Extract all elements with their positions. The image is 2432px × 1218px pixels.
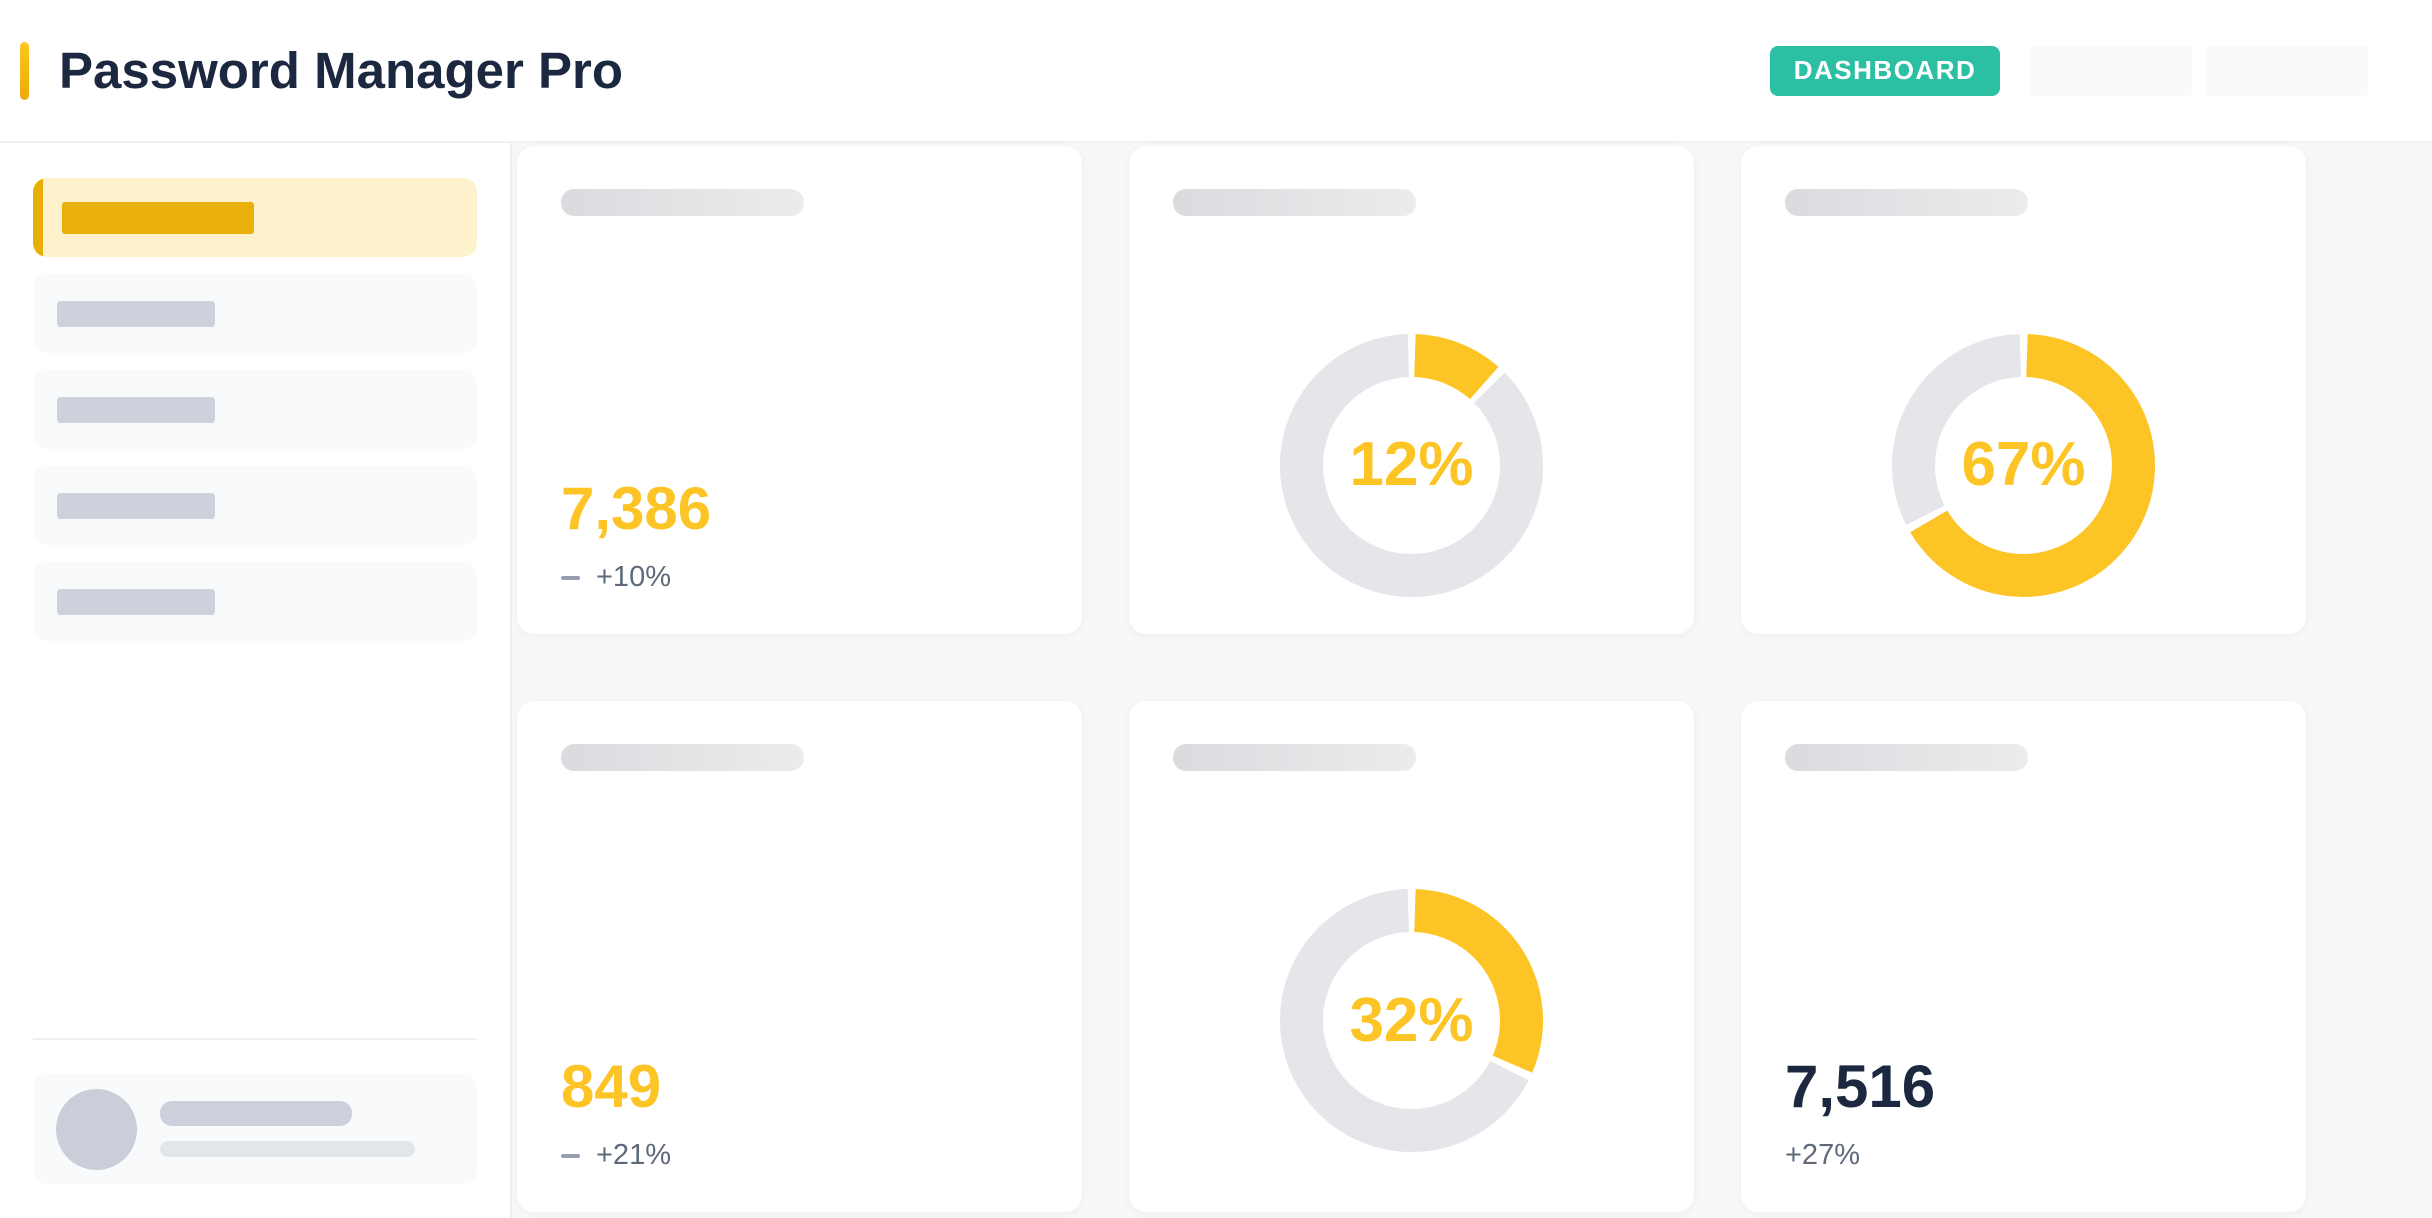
stat-card-dark: 7,516 +27% [1740,700,2307,1213]
profile-subtitle-skeleton [160,1141,415,1157]
trend-row: +21% [561,1139,1038,1172]
sidebar-item-skeleton [57,492,215,519]
card-title-skeleton [561,744,805,771]
stat-value: 849 [561,1053,662,1120]
sidebar-item-active[interactable] [33,178,477,257]
card-title-skeleton [1173,744,1417,771]
donut-percent-label: 67% [1961,429,2086,499]
donut-percent-label: 12% [1349,429,1474,499]
card-title-skeleton [1785,189,2029,216]
main-content: 7,386 +10% 12% 67% [512,143,2432,1218]
donut-chart: 12% [1280,334,1543,597]
sidebar-item-3[interactable] [33,370,477,449]
card-title-skeleton [561,189,805,216]
sidebar-divider [33,1038,477,1040]
active-indicator [33,178,43,257]
sidebar-item-2[interactable] [33,274,477,353]
trend-flat-icon [561,575,580,580]
donut-chart: 32% [1280,889,1543,1152]
sidebar-item-skeleton [57,588,215,615]
card-title-skeleton [1785,744,2029,771]
user-profile-card[interactable] [33,1074,477,1184]
dashboard-button[interactable]: DASHBOARD [1770,45,2000,96]
app-title: Password Manager Pro [59,42,624,99]
trend-text: +10% [596,561,671,593]
app-header: Password Manager Pro DASHBOARD [0,0,2432,143]
sidebar-item-4[interactable] [33,466,477,545]
stat-value: 7,386 [561,475,712,542]
trend-text: +21% [596,1139,671,1171]
profile-text-skeleton [160,1101,415,1157]
card-title-skeleton [1173,189,1417,216]
sidebar-item-skeleton [57,396,215,423]
donut-chart: 67% [1892,334,2155,597]
profile-name-skeleton [160,1101,352,1126]
stat-value: 7,516 [1785,1053,1936,1120]
trend-row: +27% [1785,1139,2262,1172]
nav-placeholder-2[interactable] [2206,45,2368,96]
nav-placeholder-1[interactable] [2030,45,2192,96]
trend-row: +10% [561,561,1038,594]
sidebar-item-skeleton [62,201,254,234]
stat-card-total: 7,386 +10% [516,145,1083,635]
stats-grid: 7,386 +10% 12% 67% [516,145,2432,1213]
sidebar-spacer [33,658,477,1038]
trend-text: +27% [1785,1139,1860,1171]
donut-card-3: 32% [1128,700,1695,1213]
avatar [56,1088,137,1170]
donut-card-2: 67% [1740,145,2307,635]
sidebar [0,143,512,1218]
sidebar-item-skeleton [57,300,215,327]
trend-flat-icon [561,1153,580,1158]
brand-accent-bar [20,41,29,100]
stat-card-849: 849 +21% [516,700,1083,1213]
sidebar-item-5[interactable] [33,562,477,641]
header-nav: DASHBOARD [1770,45,2368,96]
donut-card-1: 12% [1128,145,1695,635]
donut-percent-label: 32% [1349,986,1474,1055]
content-shell: 7,386 +10% 12% 67% [0,143,2432,1218]
